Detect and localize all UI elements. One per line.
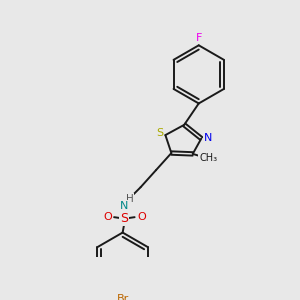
Text: O: O [137, 212, 146, 222]
Text: N: N [120, 201, 128, 211]
Text: S: S [120, 212, 128, 225]
Text: H: H [126, 194, 134, 204]
Text: N: N [204, 133, 212, 143]
Text: O: O [103, 212, 112, 222]
Text: Br: Br [116, 294, 129, 300]
Text: CH₃: CH₃ [199, 153, 217, 163]
Text: F: F [196, 33, 202, 43]
Text: S: S [156, 128, 163, 138]
